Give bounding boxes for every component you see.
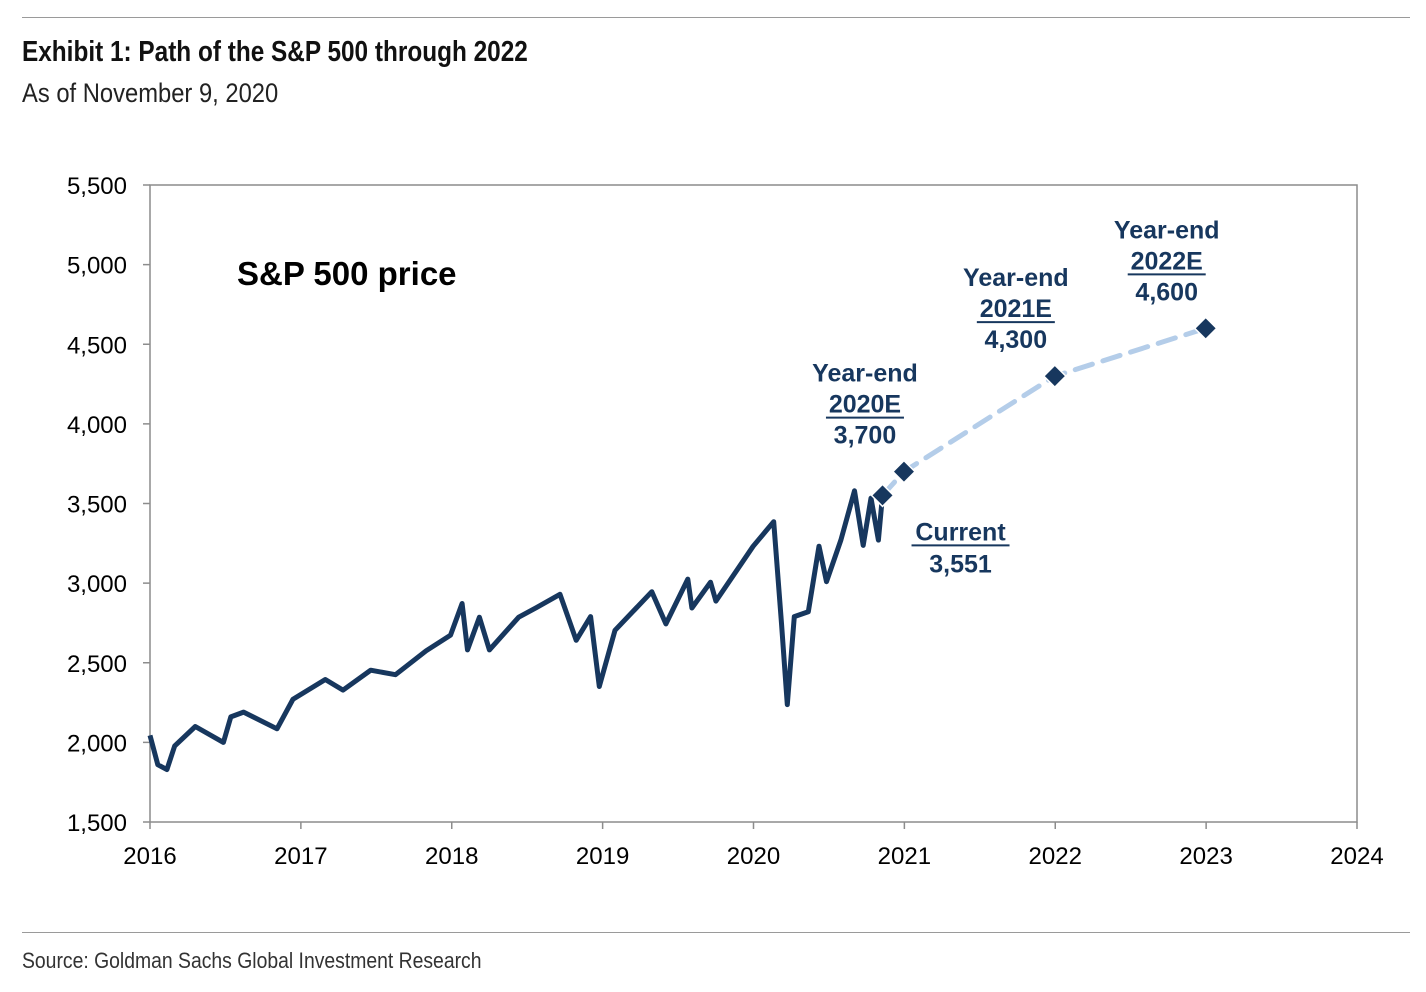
forecast-marker xyxy=(870,483,895,508)
forecast-marker xyxy=(1042,364,1067,389)
forecast-value: 4,300 xyxy=(985,326,1048,354)
x-tick-label: 2020 xyxy=(727,843,780,870)
current-value: 3,551 xyxy=(929,550,992,578)
y-tick-label: 5,000 xyxy=(67,253,127,280)
y-tick-label: 3,500 xyxy=(67,492,127,519)
y-tick-label: 4,500 xyxy=(67,332,127,359)
top-rule xyxy=(22,17,1410,18)
forecast-year: 2021E xyxy=(980,295,1052,323)
source-note: Source: Goldman Sachs Global Investment … xyxy=(22,948,482,973)
y-tick-label: 2,000 xyxy=(67,730,127,757)
forecast-value: 4,600 xyxy=(1135,278,1198,306)
x-tick-label: 2017 xyxy=(274,843,327,870)
current-label: Current xyxy=(915,518,1006,546)
y-tick-label: 2,500 xyxy=(67,651,127,678)
chart-title: Exhibit 1: Path of the S&P 500 through 2… xyxy=(22,36,528,68)
forecast-value: 3,700 xyxy=(834,422,897,450)
forecast-year: 2022E xyxy=(1131,247,1203,275)
chart-subtitle: As of November 9, 2020 xyxy=(22,78,279,108)
year-end-label: Year-end xyxy=(963,264,1069,292)
year-end-label: Year-end xyxy=(812,360,918,388)
x-tick-label: 2016 xyxy=(123,843,176,870)
inner-label: S&P 500 price xyxy=(237,255,457,292)
forecast-line xyxy=(880,325,1209,498)
x-tick-label: 2021 xyxy=(878,843,931,870)
x-tick-label: 2018 xyxy=(425,843,478,870)
y-tick-label: 4,000 xyxy=(67,412,127,439)
x-tick-label: 2022 xyxy=(1029,843,1082,870)
sp500-history-line xyxy=(147,488,885,773)
y-tick-label: 1,500 xyxy=(67,810,127,837)
bottom-rule xyxy=(22,932,1410,933)
x-tick-label: 2023 xyxy=(1179,843,1232,870)
forecast-marker xyxy=(891,459,917,484)
y-tick-label: 3,000 xyxy=(67,571,127,598)
y-tick-label: 5,500 xyxy=(67,173,127,200)
x-tick-label: 2024 xyxy=(1330,843,1383,870)
x-tick-label: 2019 xyxy=(576,843,629,870)
forecast-marker xyxy=(1193,316,1218,341)
forecast-year: 2020E xyxy=(829,391,901,419)
year-end-label: Year-end xyxy=(1114,216,1220,244)
